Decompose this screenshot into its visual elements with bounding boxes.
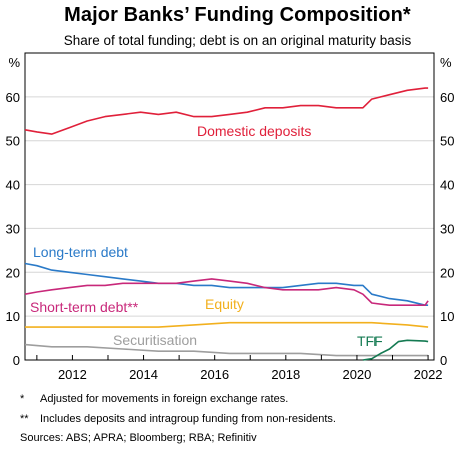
y-tick-left-60: 60 bbox=[6, 90, 20, 105]
series-label-equity: Equity bbox=[205, 296, 244, 312]
y-tick-left-40: 40 bbox=[6, 178, 20, 193]
y-tick-left-50: 50 bbox=[6, 134, 20, 149]
y-unit-right: % bbox=[440, 55, 452, 70]
y-tick-right-40: 40 bbox=[440, 178, 454, 193]
chart-subtitle: Share of total funding; debt is on an or… bbox=[63, 33, 412, 48]
series-label-short-term-debt: Short-term debt** bbox=[30, 299, 139, 315]
series-line-long-term-debt bbox=[24, 262, 429, 306]
sources: Sources: ABS; APRA; Bloomberg; RBA; Refi… bbox=[20, 432, 257, 444]
series-label-domestic-deposits: Domestic deposits bbox=[197, 123, 311, 139]
x-tick-2016: 2016 bbox=[200, 367, 229, 382]
y-tick-right-0: 0 bbox=[440, 353, 447, 368]
plot-frame bbox=[24, 52, 435, 361]
y-tick-left-20: 20 bbox=[6, 265, 20, 280]
series-label-tff: TFF bbox=[357, 333, 383, 349]
footnote-1-text: Adjusted for movements in foreign exchan… bbox=[40, 393, 289, 405]
series-line-domestic-deposits bbox=[24, 87, 429, 135]
footnote-2-mark: ** bbox=[20, 413, 29, 425]
label-layer: Domestic deposits Long-term debt Short-ter… bbox=[30, 123, 383, 349]
y-tick-right-20: 20 bbox=[440, 265, 454, 280]
x-tick-2022: 2022 bbox=[414, 367, 443, 382]
y-tick-left-10: 10 bbox=[6, 309, 20, 324]
footnote-1: * Adjusted for movements in foreign exch… bbox=[20, 393, 440, 407]
y-tick-right-60: 60 bbox=[440, 90, 454, 105]
series-layer bbox=[24, 87, 429, 361]
series-label-long-term-debt: Long-term debt bbox=[33, 244, 128, 260]
grid-layer bbox=[25, 96, 434, 317]
chart-title: Major Banks’ Funding Composition* bbox=[64, 4, 411, 26]
x-tick-2014: 2014 bbox=[129, 367, 158, 382]
series-line-equity bbox=[25, 321, 429, 328]
x-tick-2018: 2018 bbox=[271, 367, 300, 382]
y-tick-right-10: 10 bbox=[440, 309, 454, 324]
y-tick-left-30: 30 bbox=[6, 221, 20, 236]
footnote-1-mark: * bbox=[20, 393, 25, 405]
series-line-tff bbox=[362, 339, 429, 361]
series-line-short-term-debt bbox=[24, 278, 429, 306]
footnote-2: ** Includes deposits and intragroup fund… bbox=[20, 413, 440, 427]
series-label-securitisation: Securitisation bbox=[113, 332, 197, 348]
y-tick-right-50: 50 bbox=[440, 134, 454, 149]
footnote-2-text: Includes deposits and intragroup funding… bbox=[40, 413, 336, 425]
series-line-securitisation bbox=[24, 343, 429, 357]
y-tick-left-0: 0 bbox=[13, 353, 20, 368]
y-unit-left: % bbox=[8, 55, 20, 70]
x-tick-2020: 2020 bbox=[342, 367, 371, 382]
x-tick-2012: 2012 bbox=[58, 367, 87, 382]
y-tick-right-30: 30 bbox=[440, 221, 454, 236]
